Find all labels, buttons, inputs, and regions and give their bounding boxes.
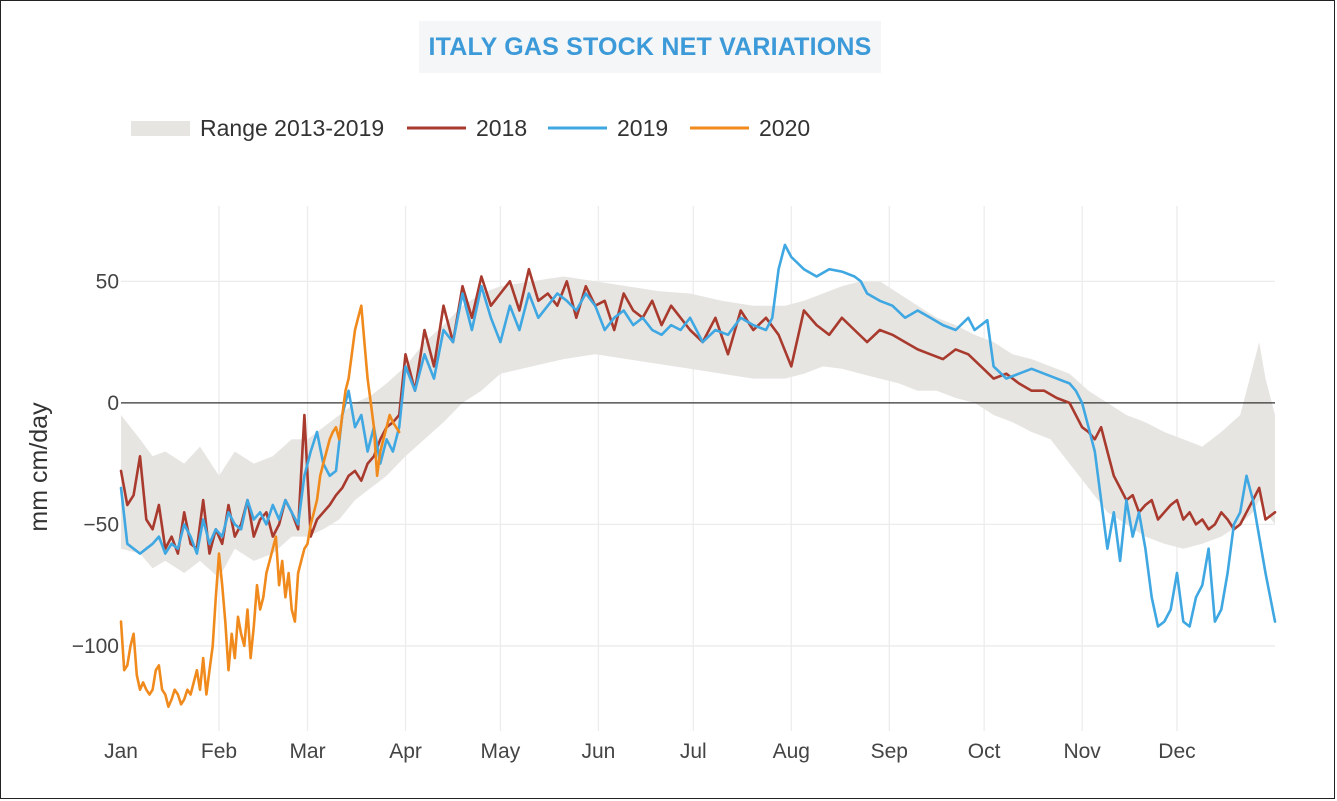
x-tick-label-oct: Oct (968, 740, 1001, 763)
x-tick-label-mar: Mar (289, 740, 325, 763)
legend: Range 2013-2019 2018 2019 2020 (131, 115, 810, 141)
series-line-2020 (119, 304, 401, 709)
legend-item-2019[interactable]: 2019 (548, 115, 668, 141)
x-tick-label-jan: Jan (104, 740, 138, 763)
chart-title: ITALY GAS STOCK NET VARIATIONS (428, 32, 872, 61)
legend-swatch-area (131, 121, 190, 136)
gridlines (121, 206, 1275, 731)
x-axis-ticks: Jan Feb Mar Apr May Jun Jul Aug Sep Oct Nov Dec (104, 740, 1196, 763)
y-tick-label: −100 (72, 635, 119, 658)
series-line-2019 (119, 243, 1277, 628)
y-axis-title: mm cm/day (25, 402, 53, 532)
x-tick-label-jul: Jul (680, 740, 707, 763)
series-group (119, 243, 1277, 709)
y-tick-label: −50 (83, 513, 119, 536)
series-line-2018 (119, 267, 1277, 555)
x-tick-label-feb: Feb (201, 740, 237, 763)
legend-label: 2019 (617, 115, 668, 141)
legend-label: Range 2013-2019 (200, 115, 384, 141)
legend-item-2018[interactable]: 2018 (407, 115, 527, 141)
chart-title-box: ITALY GAS STOCK NET VARIATIONS (419, 21, 881, 73)
x-tick-label-jun: Jun (581, 740, 615, 763)
y-axis-ticks: 50 0 −50 −100 (72, 270, 119, 658)
x-tick-label-aug: Aug (773, 740, 810, 763)
y-tick-label: 0 (107, 392, 119, 415)
legend-item-2020[interactable]: 2020 (690, 115, 810, 141)
x-tick-label-may: May (481, 740, 521, 763)
legend-label: 2018 (476, 115, 527, 141)
x-tick-label-apr: Apr (389, 740, 422, 763)
legend-label: 2020 (759, 115, 810, 141)
x-tick-label-dec: Dec (1158, 740, 1195, 763)
x-tick-label-nov: Nov (1063, 740, 1101, 763)
legend-item-range-2013-2019[interactable]: Range 2013-2019 (131, 115, 384, 141)
range-area (121, 276, 1275, 578)
y-tick-label: 50 (96, 270, 119, 293)
x-tick-label-sep: Sep (871, 740, 908, 763)
